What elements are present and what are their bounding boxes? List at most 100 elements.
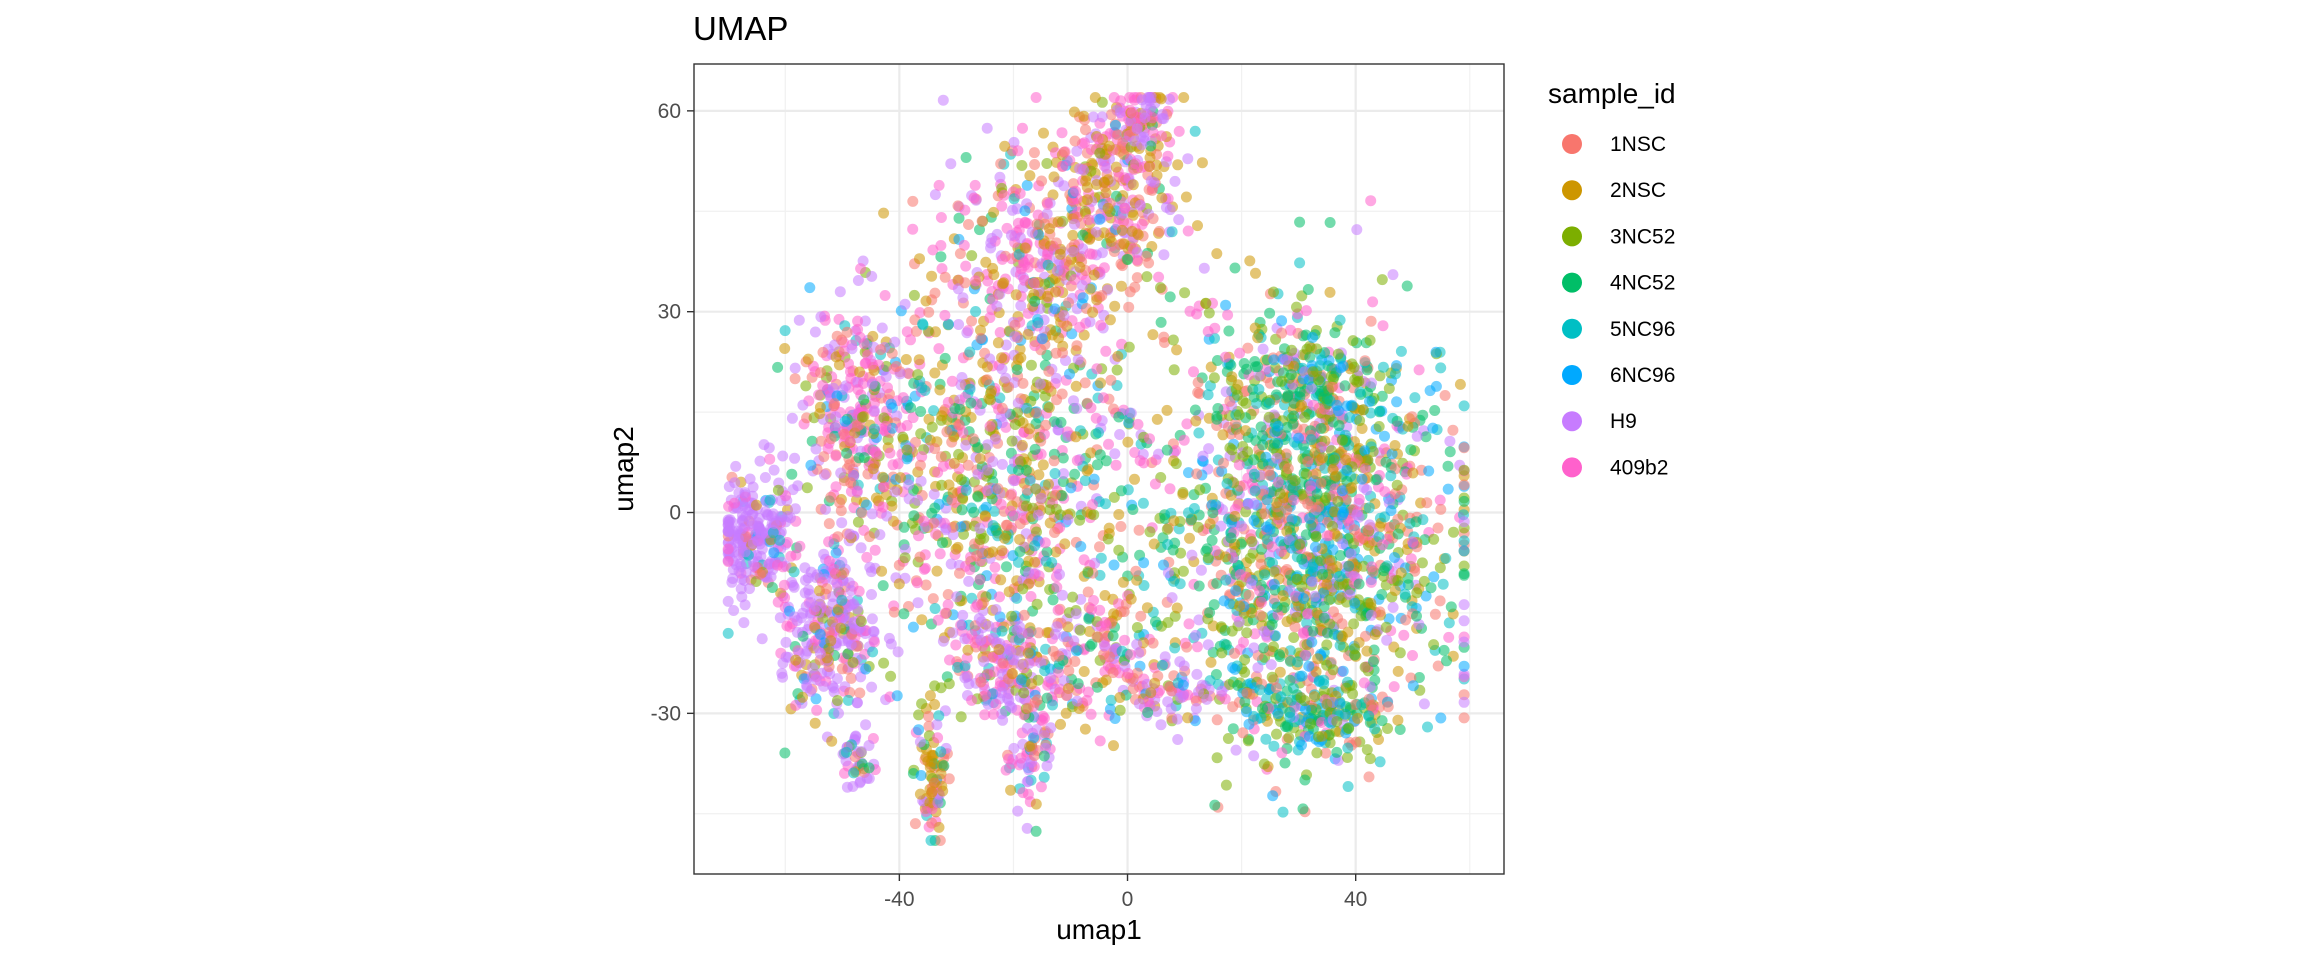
data-point bbox=[866, 589, 877, 600]
data-point bbox=[1354, 386, 1366, 398]
data-point bbox=[1144, 433, 1155, 445]
data-point bbox=[1123, 341, 1135, 353]
data-point bbox=[899, 552, 911, 564]
data-point bbox=[786, 412, 798, 424]
data-point bbox=[1051, 581, 1063, 593]
data-point bbox=[1021, 722, 1033, 734]
data-point bbox=[866, 270, 878, 282]
data-point bbox=[779, 325, 791, 337]
data-point bbox=[877, 471, 889, 483]
data-point bbox=[1444, 435, 1456, 447]
data-point bbox=[955, 711, 967, 723]
data-point bbox=[914, 736, 926, 748]
data-point bbox=[1125, 649, 1137, 661]
data-point bbox=[1153, 225, 1165, 237]
data-point bbox=[1136, 139, 1148, 151]
data-point bbox=[950, 639, 962, 651]
data-point bbox=[1332, 348, 1344, 360]
data-point bbox=[937, 94, 949, 106]
data-point bbox=[1042, 198, 1053, 210]
data-point bbox=[970, 306, 982, 317]
data-point bbox=[1353, 375, 1365, 387]
data-point bbox=[1203, 307, 1215, 319]
legend-key-3NC52 bbox=[1562, 226, 1582, 247]
data-point bbox=[1095, 377, 1106, 389]
data-point bbox=[1168, 515, 1180, 527]
data-point bbox=[845, 639, 857, 651]
data-point bbox=[1257, 703, 1268, 715]
data-point bbox=[1230, 585, 1242, 597]
data-point bbox=[897, 431, 909, 443]
data-point bbox=[1269, 437, 1280, 449]
data-point bbox=[836, 594, 848, 606]
data-point bbox=[1442, 460, 1454, 472]
data-point bbox=[723, 481, 735, 493]
data-point bbox=[1443, 631, 1455, 643]
data-point bbox=[868, 636, 880, 648]
data-point bbox=[1141, 602, 1153, 614]
data-point bbox=[929, 603, 941, 614]
data-point bbox=[1063, 665, 1075, 677]
data-point bbox=[939, 309, 951, 321]
data-point bbox=[1019, 242, 1031, 254]
data-point bbox=[1207, 507, 1219, 519]
data-point bbox=[917, 319, 929, 331]
data-point bbox=[772, 484, 784, 496]
data-point bbox=[1158, 249, 1170, 261]
data-point bbox=[1139, 112, 1151, 124]
data-point bbox=[1057, 589, 1068, 601]
data-point bbox=[1108, 491, 1120, 503]
data-point bbox=[976, 215, 988, 227]
data-point bbox=[966, 694, 978, 706]
data-point bbox=[1215, 621, 1227, 633]
data-point bbox=[895, 422, 907, 434]
data-point bbox=[1202, 326, 1214, 337]
data-point bbox=[823, 536, 835, 548]
data-point bbox=[1229, 262, 1241, 274]
legend-label-4NC52: 4NC52 bbox=[1610, 272, 1675, 295]
data-point bbox=[1129, 473, 1140, 485]
data-point bbox=[1365, 597, 1377, 609]
data-point bbox=[911, 577, 923, 589]
data-point bbox=[951, 591, 963, 603]
data-point bbox=[830, 420, 842, 432]
data-point bbox=[990, 604, 1002, 615]
chart-title: UMAP bbox=[693, 10, 788, 47]
data-point bbox=[1113, 544, 1125, 556]
data-point bbox=[1109, 300, 1121, 312]
data-point bbox=[1118, 238, 1130, 250]
data-point bbox=[935, 251, 947, 263]
data-point bbox=[791, 626, 803, 638]
data-point bbox=[1058, 631, 1070, 643]
data-point bbox=[754, 455, 766, 467]
data-point bbox=[1379, 486, 1391, 498]
data-point bbox=[989, 561, 1001, 573]
data-point bbox=[939, 271, 951, 283]
data-point bbox=[961, 327, 973, 339]
data-point bbox=[1291, 611, 1302, 623]
data-point bbox=[912, 597, 924, 609]
data-point bbox=[905, 334, 916, 346]
data-point bbox=[1438, 644, 1450, 656]
data-point bbox=[1271, 497, 1283, 509]
data-point bbox=[830, 411, 842, 423]
data-point bbox=[736, 523, 748, 535]
data-point bbox=[1448, 526, 1459, 538]
data-point bbox=[1188, 503, 1200, 514]
data-point bbox=[1009, 331, 1021, 342]
data-point bbox=[1346, 482, 1358, 494]
data-point bbox=[1013, 464, 1025, 476]
data-point bbox=[1211, 752, 1223, 764]
data-point bbox=[823, 626, 835, 638]
data-point bbox=[1288, 410, 1300, 422]
data-point bbox=[1337, 665, 1349, 677]
data-point bbox=[1289, 475, 1301, 487]
data-point bbox=[1143, 161, 1155, 172]
data-point bbox=[1272, 420, 1284, 432]
data-point bbox=[905, 402, 917, 414]
data-point bbox=[1050, 237, 1062, 249]
data-point bbox=[1377, 320, 1389, 332]
data-point bbox=[1023, 627, 1034, 639]
data-point bbox=[982, 485, 994, 497]
